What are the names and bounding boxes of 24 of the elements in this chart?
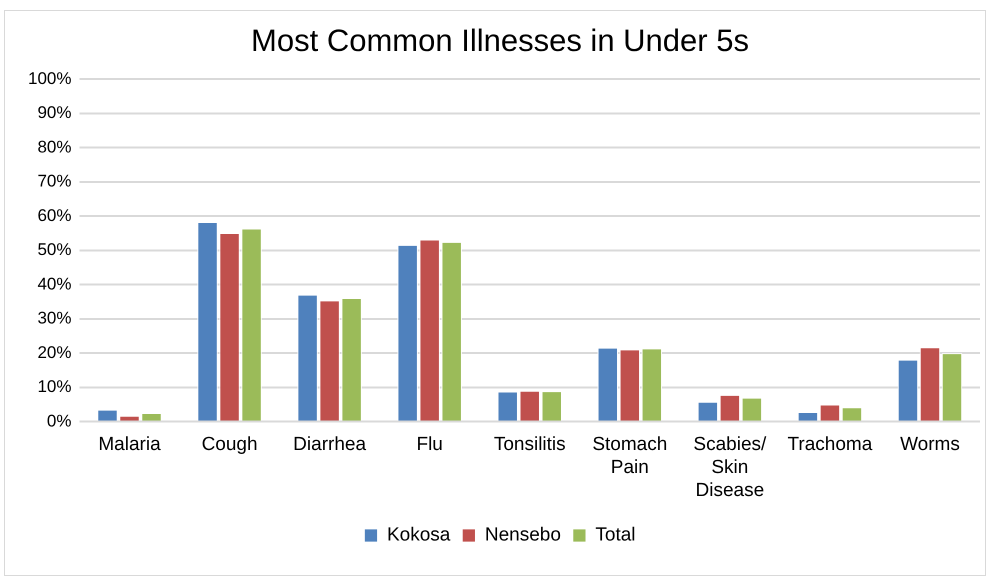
x-tick-label: Flu: [416, 434, 443, 456]
x-tick-label: Trachoma: [788, 434, 873, 456]
y-tick-label: 0%: [46, 411, 72, 430]
legend-label: Nensebo: [484, 524, 561, 546]
y-tick-label: 40%: [37, 274, 72, 294]
y-tick-label: 100%: [28, 68, 72, 88]
y-tick-label: 30%: [37, 308, 72, 328]
y-tick-label: 10%: [37, 377, 72, 396]
x-tick-label: Stomach Pain: [592, 434, 668, 478]
x-tick-label: Diarrhea: [293, 434, 366, 456]
y-tick-label: 90%: [37, 103, 72, 122]
y-tick-label: 20%: [37, 342, 72, 362]
y-tick-label: 80%: [37, 137, 72, 156]
y-tick-label: 70%: [37, 172, 72, 191]
x-tick-label: Cough: [202, 434, 258, 456]
y-tick-label: 50%: [37, 240, 72, 260]
chart-title: Most Common Illnesses in Under 5s: [251, 23, 749, 58]
x-tick-label: Scabies/ Skin Disease: [693, 434, 768, 501]
x-tick-label: Malaria: [98, 434, 162, 456]
y-tick-label: 60%: [37, 206, 72, 225]
x-tick-label: Tonsilitis: [494, 434, 566, 456]
x-tick-label: Worms: [900, 434, 960, 456]
legend-label: Total: [595, 524, 636, 546]
legend-label: Kokosa: [386, 524, 451, 546]
